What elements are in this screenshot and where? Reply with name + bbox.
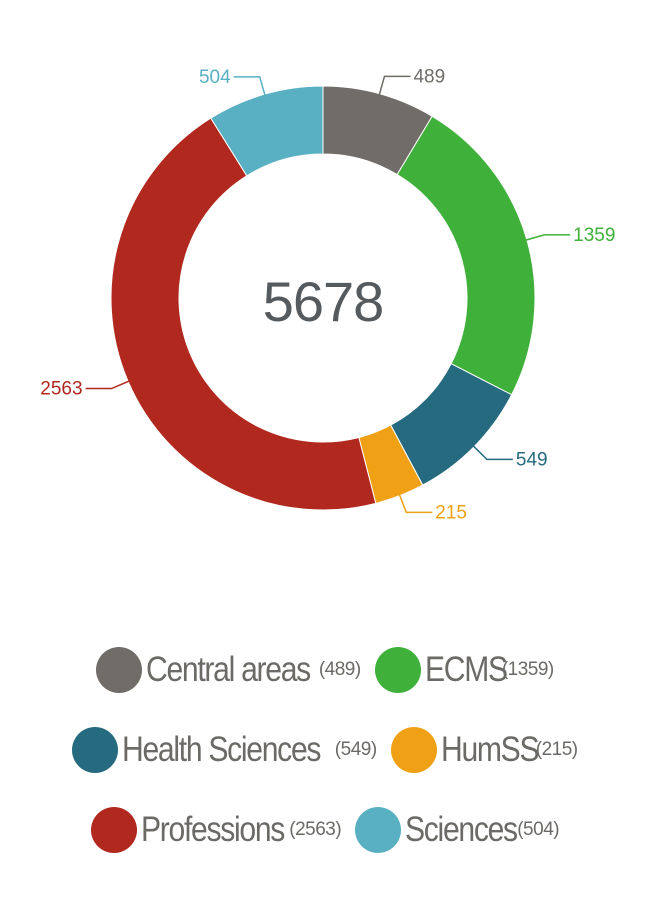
legend-swatch <box>374 647 421 693</box>
legend: Central areas (489) ECMS (1359) Health S… <box>0 630 650 870</box>
legend-item-sciences[interactable]: Sciences (504) <box>355 807 560 853</box>
leader-line <box>85 379 131 390</box>
data-label: 489 <box>413 66 445 87</box>
leader-line <box>233 76 266 97</box>
legend-item-ecms[interactable]: ECMS (1359) <box>374 647 554 693</box>
donut-chart: 489 1359 549 215 2563 504 5678 <box>40 66 615 523</box>
legend-row: Central areas (489) ECMS (1359) <box>0 630 650 710</box>
legend-row: Professions (2563) Sciences (504) <box>0 790 650 870</box>
legend-count: (504) <box>517 819 560 840</box>
data-label: 215 <box>435 502 467 523</box>
donut-slices <box>110 85 536 511</box>
legend-count: (549) <box>334 739 377 760</box>
legend-item-humss[interactable]: HumSS (215) <box>390 727 578 773</box>
legend-item-central-areas[interactable]: Central areas (489) <box>96 647 361 693</box>
leader-line <box>524 234 571 242</box>
legend-count: (1359) <box>501 659 554 680</box>
data-label: 2563 <box>40 379 82 400</box>
legend-label: Sciences <box>405 810 518 849</box>
leader-line <box>378 75 411 96</box>
leader-line <box>398 493 433 514</box>
slice-ecms[interactable] <box>396 115 536 396</box>
legend-swatch <box>355 807 402 853</box>
legend-item-health-sciences[interactable]: Health Sciences (549) <box>72 727 377 773</box>
legend-swatch <box>390 727 437 773</box>
data-label: 549 <box>516 449 548 470</box>
total-count: 5678 <box>263 270 384 333</box>
legend-swatch <box>72 727 119 773</box>
legend-swatch <box>90 807 137 853</box>
slice-professions[interactable] <box>110 117 377 511</box>
legend-label: Central areas <box>146 650 311 689</box>
legend-count: (2563) <box>289 819 342 840</box>
data-label: 504 <box>199 67 231 88</box>
data-label: 1359 <box>573 225 615 246</box>
leader-line <box>472 444 513 461</box>
legend-count: (215) <box>535 739 578 760</box>
slice-labels: 489 1359 549 215 2563 504 <box>40 66 615 523</box>
legend-swatch <box>96 647 143 693</box>
legend-label: Professions <box>140 810 285 849</box>
legend-count: (489) <box>318 659 361 680</box>
legend-label: HumSS <box>440 730 540 769</box>
legend-item-professions[interactable]: Professions (2563) <box>90 807 342 853</box>
legend-row: Health Sciences (549) HumSS (215) <box>0 710 650 790</box>
legend-label: Health Sciences <box>122 730 321 769</box>
legend-label: ECMS <box>424 650 508 689</box>
slice-sciences[interactable] <box>210 85 324 177</box>
